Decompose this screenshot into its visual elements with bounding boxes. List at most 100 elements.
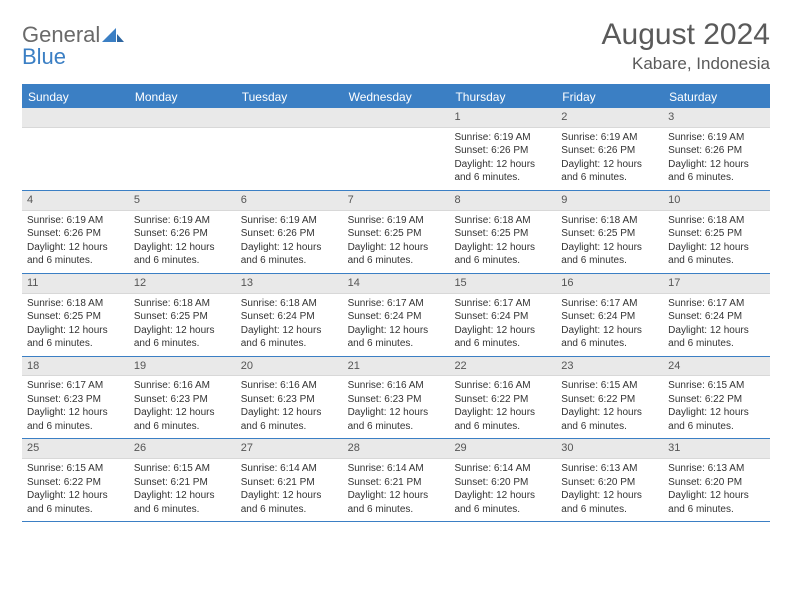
day-number: 4 — [22, 191, 129, 211]
day-number: 1 — [449, 108, 556, 128]
day-line: Daylight: 12 hours and 6 minutes. — [561, 241, 658, 268]
day-line: Daylight: 12 hours and 6 minutes. — [241, 324, 338, 351]
header: General Blue August 2024 Kabare, Indones… — [22, 18, 770, 74]
day-cell: 17Sunrise: 6:17 AMSunset: 6:24 PMDayligh… — [663, 274, 770, 356]
day-line: Sunset: 6:25 PM — [134, 310, 231, 324]
day-number — [236, 108, 343, 128]
day-number: 16 — [556, 274, 663, 294]
day-cell: 18Sunrise: 6:17 AMSunset: 6:23 PMDayligh… — [22, 357, 129, 439]
day-line: Daylight: 12 hours and 6 minutes. — [241, 241, 338, 268]
day-line: Daylight: 12 hours and 6 minutes. — [134, 406, 231, 433]
day-line: Daylight: 12 hours and 6 minutes. — [348, 489, 445, 516]
day-line: Sunrise: 6:19 AM — [561, 131, 658, 145]
day-line: Sunset: 6:26 PM — [668, 144, 765, 158]
day-line: Sunset: 6:24 PM — [668, 310, 765, 324]
day-body — [236, 128, 343, 136]
day-cell: 2Sunrise: 6:19 AMSunset: 6:26 PMDaylight… — [556, 108, 663, 190]
day-line: Sunset: 6:24 PM — [454, 310, 551, 324]
day-cell: 8Sunrise: 6:18 AMSunset: 6:25 PMDaylight… — [449, 191, 556, 273]
day-cell: 7Sunrise: 6:19 AMSunset: 6:25 PMDaylight… — [343, 191, 450, 273]
day-number: 13 — [236, 274, 343, 294]
day-line: Daylight: 12 hours and 6 minutes. — [348, 241, 445, 268]
day-body: Sunrise: 6:17 AMSunset: 6:23 PMDaylight:… — [22, 376, 129, 438]
day-body: Sunrise: 6:14 AMSunset: 6:20 PMDaylight:… — [449, 459, 556, 521]
day-line: Sunset: 6:23 PM — [27, 393, 124, 407]
day-cell: 5Sunrise: 6:19 AMSunset: 6:26 PMDaylight… — [129, 191, 236, 273]
dow-label: Monday — [129, 86, 236, 108]
day-number: 20 — [236, 357, 343, 377]
day-line: Sunrise: 6:15 AM — [27, 462, 124, 476]
week-row: 18Sunrise: 6:17 AMSunset: 6:23 PMDayligh… — [22, 357, 770, 440]
day-line: Daylight: 12 hours and 6 minutes. — [27, 489, 124, 516]
day-line: Sunrise: 6:18 AM — [241, 297, 338, 311]
day-cell: 15Sunrise: 6:17 AMSunset: 6:24 PMDayligh… — [449, 274, 556, 356]
day-cell: 11Sunrise: 6:18 AMSunset: 6:25 PMDayligh… — [22, 274, 129, 356]
day-body — [343, 128, 450, 136]
day-body: Sunrise: 6:18 AMSunset: 6:25 PMDaylight:… — [129, 294, 236, 356]
day-line: Sunrise: 6:15 AM — [134, 462, 231, 476]
day-number: 24 — [663, 357, 770, 377]
day-number: 19 — [129, 357, 236, 377]
day-cell — [129, 108, 236, 190]
day-line: Daylight: 12 hours and 6 minutes. — [134, 489, 231, 516]
day-line: Daylight: 12 hours and 6 minutes. — [27, 406, 124, 433]
day-body: Sunrise: 6:16 AMSunset: 6:23 PMDaylight:… — [343, 376, 450, 438]
day-line: Sunset: 6:25 PM — [561, 227, 658, 241]
day-body: Sunrise: 6:17 AMSunset: 6:24 PMDaylight:… — [556, 294, 663, 356]
day-body: Sunrise: 6:19 AMSunset: 6:26 PMDaylight:… — [449, 128, 556, 190]
day-cell: 1Sunrise: 6:19 AMSunset: 6:26 PMDaylight… — [449, 108, 556, 190]
day-cell — [22, 108, 129, 190]
day-cell: 19Sunrise: 6:16 AMSunset: 6:23 PMDayligh… — [129, 357, 236, 439]
day-number: 29 — [449, 439, 556, 459]
sail-icon — [102, 24, 124, 46]
day-line: Sunset: 6:25 PM — [668, 227, 765, 241]
day-body: Sunrise: 6:19 AMSunset: 6:26 PMDaylight:… — [236, 211, 343, 273]
day-line: Sunrise: 6:18 AM — [454, 214, 551, 228]
day-line: Daylight: 12 hours and 6 minutes. — [561, 158, 658, 185]
day-cell: 3Sunrise: 6:19 AMSunset: 6:26 PMDaylight… — [663, 108, 770, 190]
day-cell — [343, 108, 450, 190]
day-number: 15 — [449, 274, 556, 294]
day-line: Daylight: 12 hours and 6 minutes. — [134, 241, 231, 268]
day-line: Sunrise: 6:17 AM — [668, 297, 765, 311]
day-body: Sunrise: 6:16 AMSunset: 6:23 PMDaylight:… — [129, 376, 236, 438]
day-line: Daylight: 12 hours and 6 minutes. — [668, 324, 765, 351]
day-line: Sunset: 6:23 PM — [241, 393, 338, 407]
day-number: 14 — [343, 274, 450, 294]
day-line: Sunrise: 6:13 AM — [668, 462, 765, 476]
day-line: Sunset: 6:22 PM — [668, 393, 765, 407]
day-line: Sunset: 6:25 PM — [454, 227, 551, 241]
day-line: Daylight: 12 hours and 6 minutes. — [348, 324, 445, 351]
day-body: Sunrise: 6:19 AMSunset: 6:25 PMDaylight:… — [343, 211, 450, 273]
day-number: 6 — [236, 191, 343, 211]
day-line: Daylight: 12 hours and 6 minutes. — [668, 158, 765, 185]
day-line: Sunset: 6:22 PM — [27, 476, 124, 490]
day-cell: 9Sunrise: 6:18 AMSunset: 6:25 PMDaylight… — [556, 191, 663, 273]
day-line: Sunrise: 6:14 AM — [348, 462, 445, 476]
day-number: 11 — [22, 274, 129, 294]
day-number: 22 — [449, 357, 556, 377]
week-row: 1Sunrise: 6:19 AMSunset: 6:26 PMDaylight… — [22, 108, 770, 191]
day-line: Daylight: 12 hours and 6 minutes. — [134, 324, 231, 351]
day-line: Sunrise: 6:15 AM — [668, 379, 765, 393]
day-line: Sunset: 6:23 PM — [134, 393, 231, 407]
day-body: Sunrise: 6:18 AMSunset: 6:25 PMDaylight:… — [22, 294, 129, 356]
day-body: Sunrise: 6:16 AMSunset: 6:22 PMDaylight:… — [449, 376, 556, 438]
day-line: Daylight: 12 hours and 6 minutes. — [348, 406, 445, 433]
day-cell: 22Sunrise: 6:16 AMSunset: 6:22 PMDayligh… — [449, 357, 556, 439]
day-line: Sunset: 6:26 PM — [241, 227, 338, 241]
day-body: Sunrise: 6:19 AMSunset: 6:26 PMDaylight:… — [556, 128, 663, 190]
day-number: 26 — [129, 439, 236, 459]
day-cell: 20Sunrise: 6:16 AMSunset: 6:23 PMDayligh… — [236, 357, 343, 439]
day-cell: 29Sunrise: 6:14 AMSunset: 6:20 PMDayligh… — [449, 439, 556, 521]
day-line: Sunrise: 6:19 AM — [27, 214, 124, 228]
day-line: Sunset: 6:26 PM — [454, 144, 551, 158]
day-body: Sunrise: 6:19 AMSunset: 6:26 PMDaylight:… — [129, 211, 236, 273]
day-line: Sunset: 6:20 PM — [454, 476, 551, 490]
day-body: Sunrise: 6:13 AMSunset: 6:20 PMDaylight:… — [556, 459, 663, 521]
day-line: Sunrise: 6:18 AM — [668, 214, 765, 228]
day-number: 31 — [663, 439, 770, 459]
day-number: 18 — [22, 357, 129, 377]
day-cell: 16Sunrise: 6:17 AMSunset: 6:24 PMDayligh… — [556, 274, 663, 356]
day-line: Sunset: 6:26 PM — [561, 144, 658, 158]
